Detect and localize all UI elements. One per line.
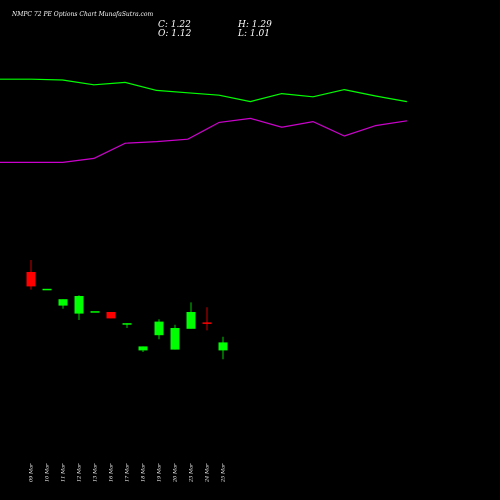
chart-title: NMPC 72 PE Options Chart MunafaSutra.com <box>12 11 154 18</box>
x-tick-label: 24 Mar <box>205 463 211 483</box>
x-tick-label: 13 Mar <box>93 463 99 482</box>
candle-body <box>122 323 132 325</box>
candle-body <box>58 299 68 306</box>
low-value: 1.01 <box>249 29 270 39</box>
x-tick-label: 17 Mar <box>125 463 131 482</box>
candle-body <box>202 322 212 324</box>
close-readout: C: 1.22 <box>158 20 191 30</box>
candle-body <box>74 296 84 314</box>
x-tick-label: 16 Mar <box>109 463 115 482</box>
close-label: C: <box>158 20 168 30</box>
candle-body <box>26 272 36 287</box>
high-readout: H: 1.29 <box>238 20 272 30</box>
close-value: 1.22 <box>170 20 191 30</box>
upper-band-line <box>0 78 408 103</box>
x-tick-label: 11 Mar <box>61 463 67 482</box>
x-tick-label: 09 Mar <box>29 463 35 482</box>
high-value: 1.29 <box>251 20 272 30</box>
x-tick-label: 20 Mar <box>173 463 179 483</box>
open-label: O: <box>158 29 169 39</box>
open-value: 1.12 <box>171 29 192 39</box>
candle-body <box>138 346 148 351</box>
high-label: H: <box>238 20 249 30</box>
candle-body <box>154 321 164 336</box>
x-tick-label: 12 Mar <box>77 463 83 482</box>
x-tick-label: 18 Mar <box>141 463 147 482</box>
candle-body <box>106 312 116 319</box>
low-label: L: <box>238 29 248 39</box>
candle-body <box>186 312 196 329</box>
open-readout: O: 1.12 <box>158 29 191 39</box>
x-tick-label: 19 Mar <box>157 463 163 482</box>
x-tick-label: 25 Mar <box>221 463 227 483</box>
candle-body <box>170 328 180 350</box>
x-tick-label: 23 Mar <box>189 463 195 483</box>
lower-band-line <box>0 117 407 163</box>
candle-body <box>218 342 228 351</box>
candle-body <box>42 288 52 291</box>
low-readout: L: 1.01 <box>238 29 270 39</box>
candle-body <box>90 311 100 313</box>
x-tick-label: 10 Mar <box>45 463 51 482</box>
